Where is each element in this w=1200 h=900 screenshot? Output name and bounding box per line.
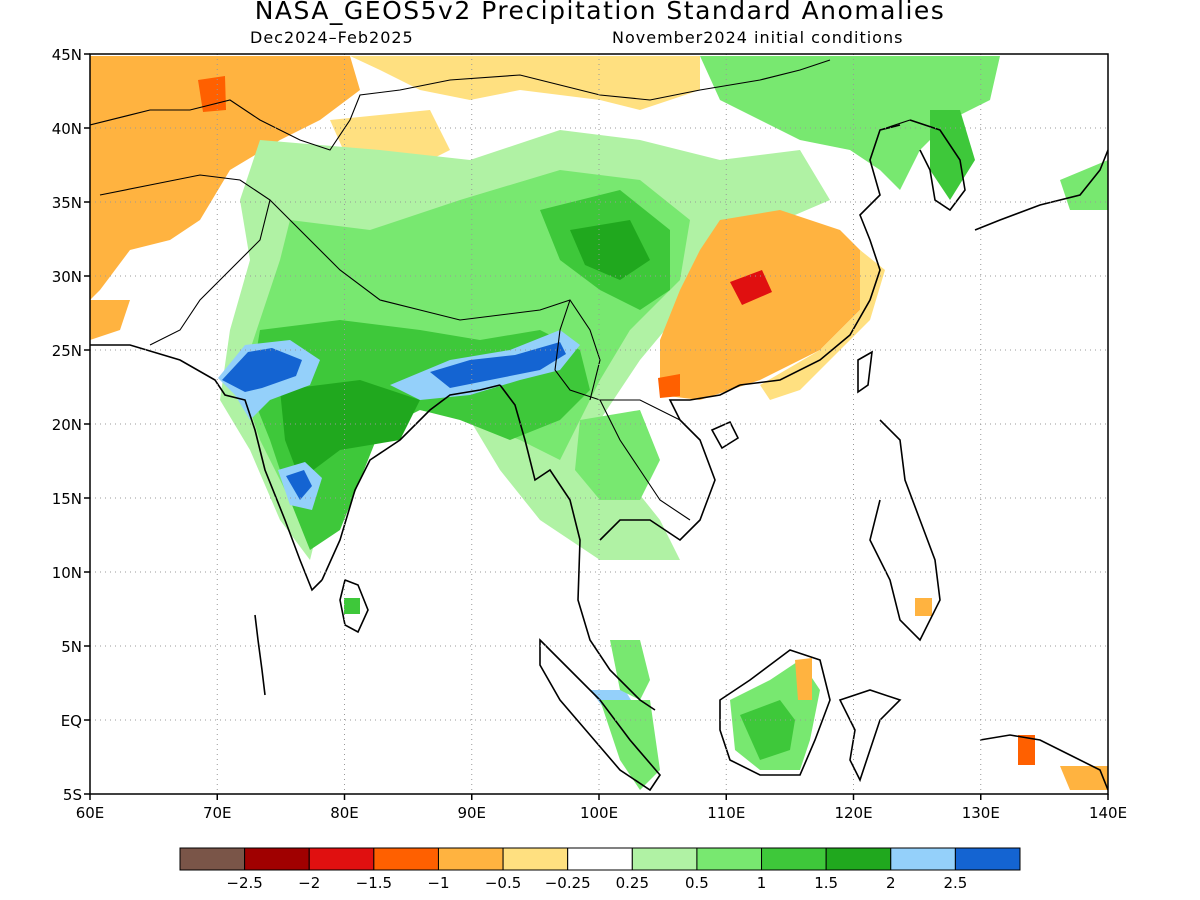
anomaly-wet-china-strong (570, 220, 650, 280)
legend-label: −0.5 (485, 874, 521, 892)
legend-swatch (631, 847, 698, 871)
legend-label: 2.5 (943, 874, 967, 892)
legend-label: −1.5 (356, 874, 392, 892)
x-tick-label: 90E (457, 804, 486, 822)
anomaly-very-wet-bengal-core (430, 342, 566, 388)
coastline-sulawesi (838, 689, 902, 783)
coastlines (90, 119, 1108, 792)
coastline-gulf-thailand (599, 384, 741, 542)
anomaly-wet-india-strong (280, 380, 420, 480)
coastline-korea (909, 119, 966, 212)
y-tick-label: 30N (52, 268, 82, 286)
coastline-india-west (90, 344, 323, 592)
anomaly-wet-northeast (700, 56, 1000, 190)
y-tick-label: 25N (52, 342, 82, 360)
legend-label: 1.5 (814, 874, 838, 892)
anomaly-very-dry-guangxi (658, 374, 680, 398)
legend-swatch (761, 847, 827, 871)
y-tick-label: 5N (61, 638, 82, 656)
forecast-period: Dec2024–Feb2025 (250, 28, 414, 47)
legend-swatch (825, 847, 892, 871)
y-tick-label: 10N (52, 564, 82, 582)
color-legend: −2.5 −2 −1.5 −1 −0.5 −0.25 0.25 0.5 1 1.5 2 2.5 (179, 847, 1021, 892)
anomaly-dry-borneo-north (795, 658, 812, 700)
political-borders (90, 59, 911, 521)
legend-label: −2.5 (226, 874, 262, 892)
y-tick-label: 45N (52, 46, 82, 64)
coastline-philippines (869, 419, 941, 642)
coastline-hainan (710, 420, 740, 450)
legend-swatch (179, 847, 246, 871)
legend-swatch (373, 847, 439, 871)
coastline-maldives (254, 614, 266, 696)
coastline-newguinea (979, 734, 1108, 791)
border-afghan-pak (99, 174, 271, 346)
coastline-taiwan (857, 350, 873, 394)
x-axis: 60E 70E 80E 90E 100E 110E 120E 130E 140E (76, 794, 1127, 822)
x-tick-label: 70E (203, 804, 232, 822)
border-central-asia (90, 59, 831, 151)
legend-swatch (890, 847, 956, 871)
anomaly-very-wet-deccan-core (286, 470, 312, 500)
legend-label: −2 (298, 874, 320, 892)
legend-swatch (244, 847, 310, 871)
legend-swatch (308, 847, 375, 871)
legend-label: 0.5 (685, 874, 709, 892)
coastline-india-east (321, 384, 501, 581)
anomaly-very-wet-gujarat-core (222, 348, 302, 392)
legend-swatch (954, 847, 1021, 871)
map-grid (90, 54, 1108, 794)
x-tick-label: 110E (707, 804, 745, 822)
anomaly-very-dry-newguinea (1018, 735, 1035, 765)
map-title: NASA_GEOS5v2 Precipitation Standard Anom… (254, 0, 946, 25)
y-tick-label: 35N (52, 194, 82, 212)
x-tick-label: 60E (76, 804, 105, 822)
anomaly-very-dry-hunan (730, 270, 772, 305)
x-tick-label: 130E (962, 804, 1000, 822)
legend-label: 2 (886, 874, 896, 892)
y-axis: 45N 40N 35N 30N 25N 20N 15N 10N 5N EQ 5S (52, 46, 90, 804)
legend-swatch (567, 847, 633, 871)
y-tick-label: EQ (61, 712, 82, 730)
legend-label: 1 (757, 874, 767, 892)
anomaly-wet-malay (610, 640, 650, 700)
border-himalaya (269, 199, 601, 401)
legend-label: −0.25 (545, 874, 591, 892)
x-tick-label: 120E (834, 804, 872, 822)
border-burma-china (554, 299, 681, 421)
coastline-sumatra (539, 638, 662, 792)
y-tick-label: 5S (63, 786, 82, 804)
anomaly-wet-indochina (575, 410, 660, 500)
coastline-china-south (739, 124, 901, 386)
x-tick-label: 100E (580, 804, 618, 822)
legend-swatch (696, 847, 763, 871)
anomaly-wet-srilanka (344, 598, 360, 614)
anomaly-dry-newguinea (1060, 766, 1108, 790)
anomaly-dry-north (350, 56, 700, 110)
anomaly-dry-west-edge (90, 300, 130, 340)
anomaly-dry-se-china-edge (760, 250, 885, 400)
coastline-burma-thai (499, 384, 656, 711)
coastline-srilanka (339, 578, 369, 634)
legend-swatch (502, 847, 569, 871)
anomaly-wet-korea (930, 110, 975, 200)
y-tick-label: 40N (52, 120, 82, 138)
legend-label: 0.25 (616, 874, 649, 892)
y-tick-label: 20N (52, 416, 82, 434)
x-tick-label: 140E (1089, 804, 1127, 822)
anomaly-dry-philippines (915, 598, 932, 616)
initial-conditions-label: November2024 initial conditions (612, 28, 904, 47)
y-tick-label: 15N (52, 490, 82, 508)
anomaly-wet-sumatra (600, 700, 660, 790)
border-indochina (599, 399, 691, 521)
anomaly-wet-borneo-core (740, 700, 795, 760)
coastline-japan (974, 149, 1108, 231)
x-tick-label: 80E (330, 804, 359, 822)
anomaly-dry-se-china (660, 210, 870, 400)
legend-label: −1 (427, 874, 449, 892)
legend-swatch (437, 847, 504, 871)
